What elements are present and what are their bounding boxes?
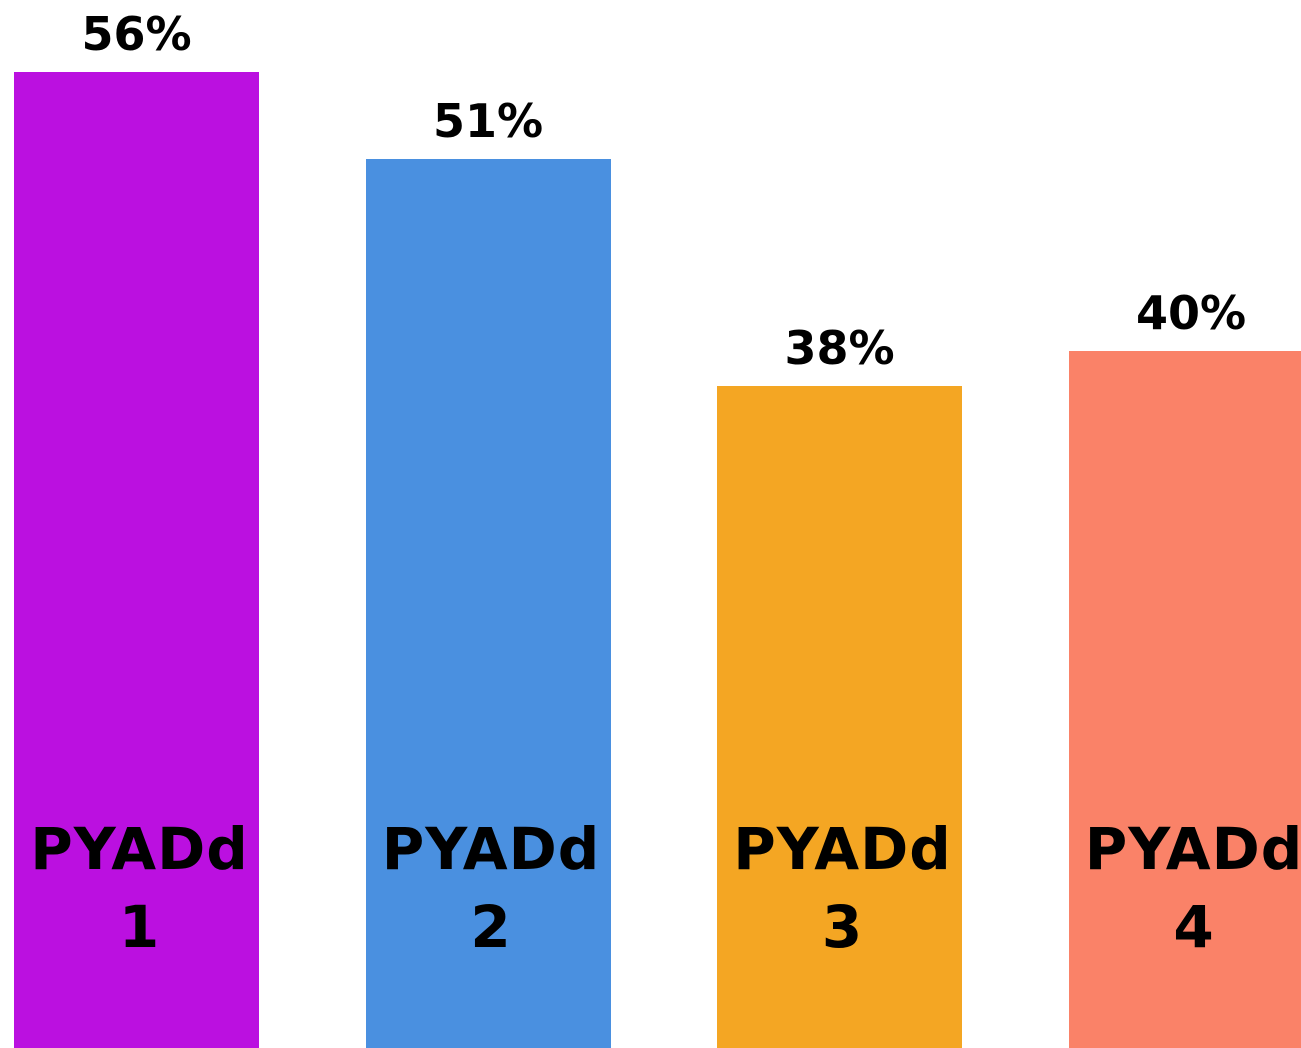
bar (365, 158, 611, 1048)
category-label: PYADd 4 (1084, 815, 1301, 961)
value-label: 51% (432, 93, 544, 148)
bar (1068, 350, 1301, 1048)
value-label: 38% (784, 320, 895, 375)
value-label: 40% (1135, 285, 1247, 340)
category-label: PYADd 2 (381, 815, 601, 961)
bar (14, 71, 259, 1048)
value-label: 56% (81, 6, 192, 61)
category-label: PYADd 1 (30, 815, 249, 961)
bar (717, 385, 962, 1048)
category-label: PYADd 3 (733, 815, 952, 961)
